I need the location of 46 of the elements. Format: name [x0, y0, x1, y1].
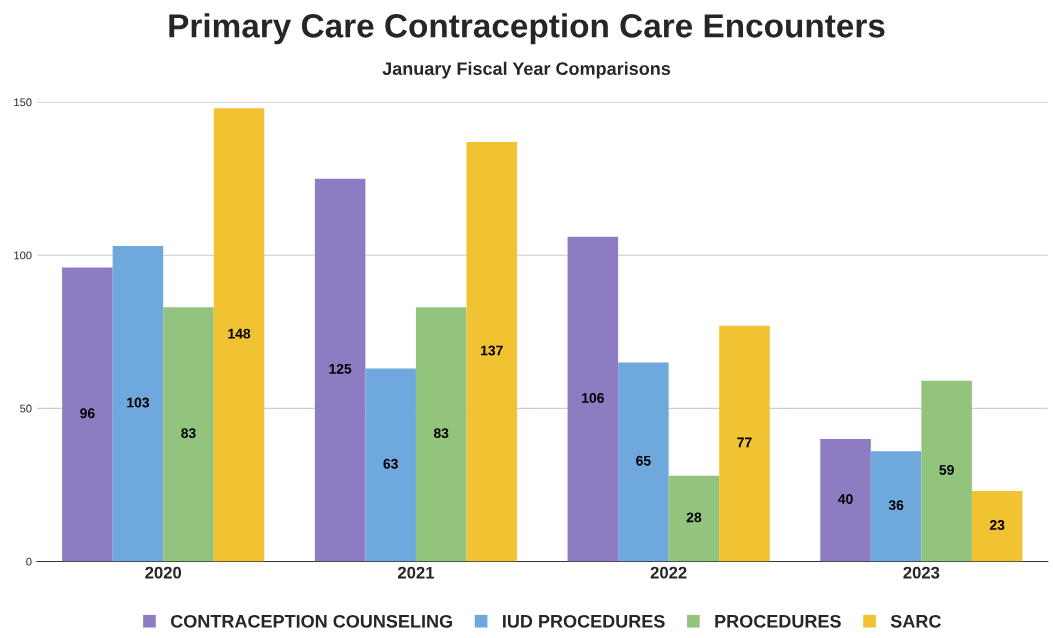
bar [415, 307, 467, 562]
x-tick-label: 2023 [903, 566, 940, 579]
data-label: 36 [888, 500, 904, 511]
x-tick-label: 2022 [650, 566, 687, 579]
bar [365, 368, 416, 562]
legend-label: IUD PROCEDURES [503, 614, 665, 628]
bar [314, 178, 366, 562]
data-label: 96 [80, 408, 95, 419]
data-label: 148 [228, 328, 251, 339]
legend-label: CONTRACEPTION COUNSELING [170, 614, 452, 628]
data-label: 125 [329, 363, 352, 374]
data-label: 23 [989, 520, 1005, 530]
y-tick-label: 50 [20, 404, 32, 413]
y-tick-label: 0 [26, 557, 32, 566]
data-label: 59 [939, 464, 954, 475]
x-tick-label: 2020 [145, 566, 182, 579]
bar [466, 141, 518, 562]
bar [820, 438, 871, 562]
bar [567, 236, 619, 562]
x-tick-label: 2021 [397, 566, 435, 579]
legend-label: SARC [890, 614, 941, 628]
bar [213, 108, 265, 562]
bar [618, 362, 669, 562]
data-label: 77 [737, 437, 752, 448]
bar [971, 491, 1023, 562]
bar [719, 325, 770, 562]
data-label: 137 [481, 345, 503, 356]
bar [112, 246, 164, 562]
data-label: 63 [383, 458, 398, 469]
data-label: 65 [636, 455, 651, 466]
data-label: 28 [686, 512, 702, 523]
data-label: 103 [127, 397, 150, 408]
bar [668, 475, 720, 562]
chart-subtitle: January Fiscal Year Comparisons [382, 61, 671, 79]
data-label: 40 [838, 494, 853, 504]
y-tick-label: 150 [14, 98, 32, 107]
data-label: 83 [433, 428, 449, 439]
bar [921, 380, 972, 562]
legend-label: PROCEDURES [715, 614, 841, 628]
data-label: 83 [181, 428, 196, 439]
chart-title: Primary Care Contraception Care Encounters [169, 13, 885, 45]
bar [163, 307, 214, 562]
bar [870, 451, 922, 562]
data-label: 106 [582, 393, 604, 403]
bar [62, 267, 113, 562]
y-tick-label: 100 [14, 251, 32, 260]
